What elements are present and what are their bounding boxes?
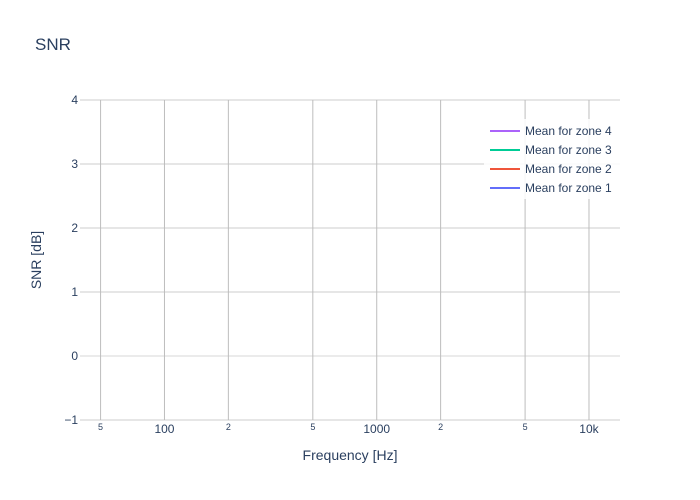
y-tick-label: 3 bbox=[71, 157, 78, 171]
chart-title: SNR bbox=[35, 35, 71, 54]
x-axis-title: Frequency [Hz] bbox=[303, 447, 398, 463]
legend-label: Mean for zone 3 bbox=[525, 143, 612, 157]
legend-label: Mean for zone 2 bbox=[525, 162, 612, 176]
x-tick-label: 1000 bbox=[363, 422, 390, 436]
legend-label: Mean for zone 4 bbox=[525, 124, 612, 138]
legend-item[interactable]: Mean for zone 3 bbox=[490, 143, 612, 157]
legend-item[interactable]: Mean for zone 4 bbox=[490, 124, 612, 138]
legend-item[interactable]: Mean for zone 1 bbox=[490, 181, 612, 195]
y-axis-title: SNR [dB] bbox=[28, 231, 44, 289]
legend[interactable]: Mean for zone 4 Mean for zone 3 Mean for z… bbox=[484, 119, 620, 199]
x-minor-tick-label: 2 bbox=[438, 422, 443, 432]
x-tick-label: 10k bbox=[579, 422, 599, 436]
x-axis-ticks: 100 1000 10k 5 2 5 2 5 bbox=[98, 422, 600, 436]
y-tick-label: 1 bbox=[71, 285, 78, 299]
x-minor-tick-label: 2 bbox=[226, 422, 231, 432]
y-tick-label: 2 bbox=[71, 221, 78, 235]
x-minor-tick-label: 5 bbox=[310, 422, 315, 432]
x-tick-label: 100 bbox=[154, 422, 174, 436]
legend-label: Mean for zone 1 bbox=[525, 181, 612, 195]
grid bbox=[80, 99, 620, 421]
y-tick-label: 4 bbox=[71, 93, 78, 107]
y-tick-label: 0 bbox=[71, 349, 78, 363]
y-tick-label: −1 bbox=[64, 413, 78, 427]
x-minor-tick-label: 5 bbox=[523, 422, 528, 432]
y-axis-ticks: −1 0 1 2 3 4 bbox=[64, 93, 78, 427]
legend-item[interactable]: Mean for zone 2 bbox=[490, 162, 612, 176]
x-minor-tick-label: 5 bbox=[98, 422, 103, 432]
legend-background bbox=[484, 119, 620, 199]
